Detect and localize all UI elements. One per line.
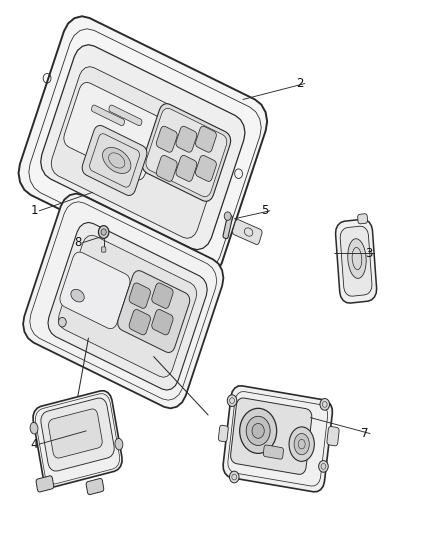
Polygon shape [48, 222, 207, 390]
Polygon shape [129, 310, 151, 335]
Polygon shape [23, 193, 223, 408]
Polygon shape [60, 252, 130, 329]
Polygon shape [59, 235, 197, 377]
Ellipse shape [102, 148, 131, 173]
Polygon shape [223, 215, 232, 239]
Ellipse shape [289, 427, 314, 462]
Polygon shape [64, 83, 161, 180]
Ellipse shape [348, 239, 366, 278]
Ellipse shape [320, 399, 329, 410]
Polygon shape [142, 103, 231, 201]
Text: 2: 2 [296, 77, 303, 90]
Ellipse shape [224, 212, 231, 220]
Polygon shape [358, 214, 367, 224]
Polygon shape [109, 105, 142, 126]
Polygon shape [92, 105, 124, 126]
Text: 5: 5 [261, 204, 268, 217]
Polygon shape [176, 156, 197, 181]
Polygon shape [336, 219, 377, 303]
Text: 7: 7 [361, 427, 368, 440]
Polygon shape [129, 283, 151, 309]
Ellipse shape [30, 423, 38, 434]
Polygon shape [176, 126, 197, 152]
Ellipse shape [319, 461, 328, 472]
Text: 4: 4 [30, 438, 38, 450]
Text: 1: 1 [30, 204, 38, 217]
Polygon shape [51, 67, 226, 238]
Polygon shape [118, 271, 190, 352]
Polygon shape [41, 45, 245, 249]
Polygon shape [156, 156, 177, 181]
Polygon shape [82, 125, 147, 196]
Polygon shape [152, 283, 173, 309]
Ellipse shape [252, 423, 264, 438]
Text: 8: 8 [74, 236, 81, 249]
Ellipse shape [115, 438, 123, 450]
Polygon shape [195, 156, 216, 181]
Polygon shape [156, 126, 177, 152]
Polygon shape [86, 479, 104, 495]
Polygon shape [195, 126, 216, 152]
Polygon shape [340, 226, 372, 296]
Polygon shape [231, 398, 312, 474]
Ellipse shape [230, 471, 239, 483]
Text: 3: 3 [365, 247, 373, 260]
Polygon shape [141, 228, 171, 257]
Polygon shape [327, 426, 339, 446]
Polygon shape [146, 108, 227, 197]
Polygon shape [49, 409, 102, 458]
Polygon shape [41, 398, 114, 471]
Ellipse shape [246, 416, 270, 446]
Ellipse shape [227, 395, 237, 407]
Ellipse shape [99, 225, 109, 238]
Polygon shape [36, 476, 54, 492]
Polygon shape [219, 425, 228, 442]
Polygon shape [33, 391, 122, 487]
Polygon shape [263, 445, 283, 459]
Polygon shape [223, 386, 332, 492]
Ellipse shape [71, 289, 84, 302]
Ellipse shape [101, 229, 106, 235]
Ellipse shape [58, 317, 66, 327]
Polygon shape [18, 16, 267, 278]
Ellipse shape [294, 433, 309, 455]
Polygon shape [233, 220, 262, 245]
Polygon shape [152, 310, 173, 335]
Polygon shape [102, 247, 106, 252]
Ellipse shape [240, 408, 277, 454]
